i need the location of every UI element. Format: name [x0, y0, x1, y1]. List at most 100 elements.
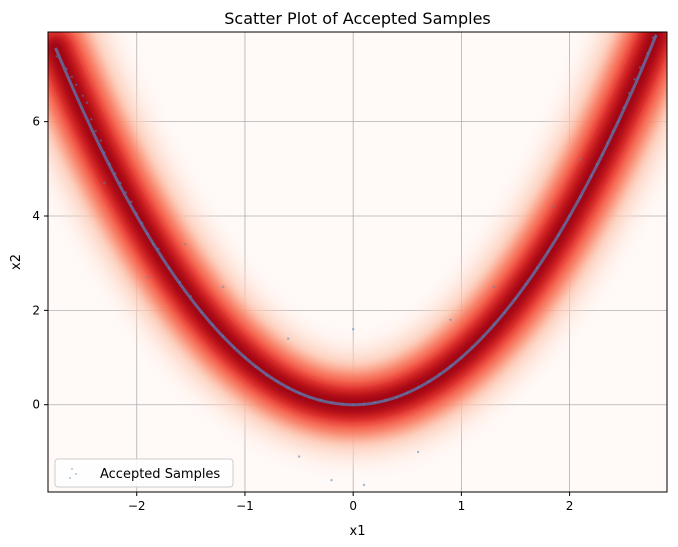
- plot-frame: [47, 31, 668, 493]
- x-axis-ticks: −2 −1 0 1 2: [128, 492, 574, 513]
- sample-point: [546, 250, 550, 253]
- sample-point: [243, 356, 247, 359]
- sample-point: [232, 346, 236, 350]
- sample-point: [189, 295, 192, 298]
- sample-point: [611, 129, 615, 133]
- sample-point: [492, 285, 496, 288]
- sample-point: [330, 479, 333, 482]
- sample-point: [103, 151, 106, 154]
- legend-marker-dot-3: [69, 477, 71, 479]
- sample-point: [330, 401, 333, 404]
- legend: Accepted Samples: [54, 458, 234, 488]
- legend-box: [54, 458, 234, 488]
- sample-point: [113, 172, 117, 175]
- sample-point: [178, 280, 182, 284]
- x-tick-label: 0: [349, 499, 357, 513]
- sample-point: [94, 129, 97, 133]
- sample-point: [211, 323, 214, 326]
- chart-title: Scatter Plot of Accepted Samples: [224, 9, 491, 28]
- sample-point: [130, 200, 133, 203]
- sample-point: [146, 276, 149, 279]
- sample-point: [638, 66, 642, 69]
- sample-point: [590, 174, 593, 178]
- sample-point: [492, 323, 496, 326]
- sample-point: [362, 483, 366, 487]
- sample-point: [606, 141, 609, 145]
- sample-point: [373, 401, 376, 404]
- sample-point: [557, 233, 560, 237]
- sample-point: [70, 75, 74, 79]
- sample-point: [481, 335, 485, 338]
- sample-point: [617, 120, 620, 123]
- sample-point: [151, 243, 155, 246]
- sample-point: [157, 247, 160, 251]
- x-tick-label: 1: [458, 499, 466, 513]
- legend-label: Accepted Samples: [100, 467, 220, 482]
- sample-point: [471, 346, 474, 349]
- sample-point: [427, 379, 431, 383]
- sample-point: [287, 387, 290, 390]
- sample-point: [287, 337, 290, 340]
- sample-point: [579, 158, 582, 161]
- sample-point: [646, 52, 649, 55]
- sample-point: [341, 402, 344, 405]
- sample-point: [535, 266, 539, 270]
- sample-point: [297, 391, 301, 395]
- y-tick-label: 0: [32, 398, 40, 412]
- sample-point: [74, 83, 78, 87]
- sample-point: [146, 232, 149, 236]
- sample-point: [222, 335, 225, 338]
- sample-point: [362, 402, 366, 405]
- sample-point: [503, 311, 506, 314]
- sample-point: [552, 205, 555, 208]
- sample-point: [297, 455, 301, 458]
- y-axis-label: x2: [9, 254, 24, 270]
- sample-point: [65, 67, 68, 71]
- sample-point: [449, 364, 452, 368]
- x-tick-label: 2: [566, 499, 574, 513]
- density-band: [48, 32, 667, 464]
- sample-point: [633, 78, 636, 81]
- sample-point: [254, 365, 257, 369]
- sample-point: [99, 139, 103, 142]
- sample-point: [352, 403, 355, 406]
- sample-point: [55, 55, 58, 58]
- sample-point: [438, 372, 441, 376]
- density-ridge-line: [54, 34, 658, 407]
- sample-point: [352, 328, 355, 331]
- sample-point: [595, 162, 598, 166]
- sample-point: [184, 243, 187, 246]
- x-tick-label: −1: [236, 499, 254, 513]
- sample-point: [308, 396, 312, 399]
- sample-point: [319, 398, 322, 402]
- sample-point: [395, 396, 398, 399]
- sample-point: [119, 181, 122, 185]
- sample-point: [124, 191, 128, 194]
- x-tick-label: −2: [128, 499, 146, 513]
- sample-point: [525, 283, 528, 286]
- y-axis-ticks: 0 2 4 6: [32, 115, 48, 412]
- y-tick-label: 6: [32, 115, 40, 129]
- sample-point: [416, 386, 420, 389]
- sample-point: [579, 195, 582, 199]
- sample-point: [514, 297, 517, 300]
- sample-point: [568, 214, 571, 218]
- sample-point: [416, 450, 420, 454]
- sample-point: [265, 374, 268, 377]
- legend-marker-dot-1: [71, 468, 73, 470]
- sample-point: [600, 153, 604, 156]
- sample-point: [85, 101, 89, 105]
- sample-points: [55, 36, 655, 487]
- sample-point: [81, 94, 84, 97]
- sample-point: [200, 311, 203, 314]
- sample-point: [108, 162, 111, 166]
- sample-point: [627, 92, 631, 95]
- sample-point: [135, 212, 138, 215]
- sample-point: [276, 379, 279, 383]
- sample-point: [406, 391, 409, 395]
- sample-point: [168, 266, 171, 270]
- sample-point: [140, 221, 144, 225]
- sample-point: [384, 398, 387, 402]
- legend-marker-dot-2: [75, 473, 77, 475]
